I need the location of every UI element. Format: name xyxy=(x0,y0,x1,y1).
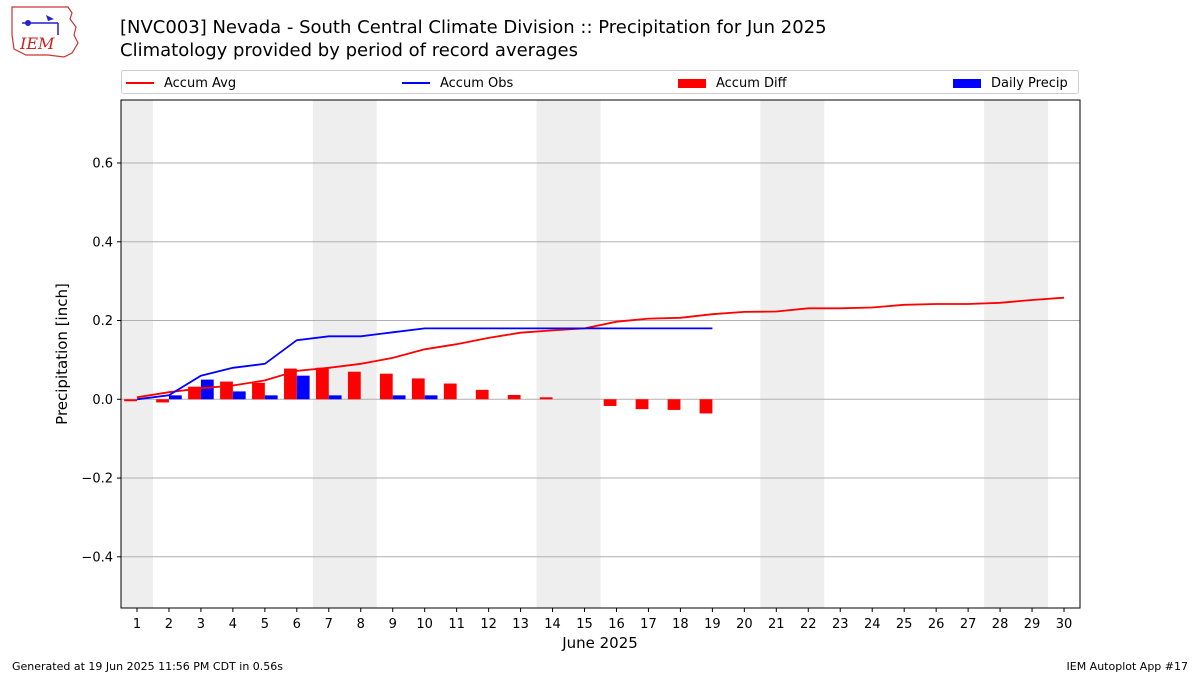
x-tick-label: 5 xyxy=(261,617,269,632)
iem-logo-text: IEM xyxy=(19,34,55,53)
accum-diff-bar xyxy=(315,367,329,400)
accum-diff-bar xyxy=(507,394,521,400)
x-tick-label: 25 xyxy=(896,617,913,632)
accum-diff-bar xyxy=(252,382,265,400)
x-tick-label: 10 xyxy=(416,617,433,632)
x-tick-label: 16 xyxy=(608,617,625,632)
accum-diff-bar xyxy=(635,399,649,410)
accum-diff-bar xyxy=(475,389,489,400)
daily-precip-bar xyxy=(296,375,310,400)
x-tick-label: 19 xyxy=(704,617,721,632)
chart-subtitle: Climatology provided by period of record… xyxy=(120,40,578,61)
accum-diff-bar xyxy=(188,386,201,400)
accum-diff-bar xyxy=(124,399,137,402)
x-tick-label: 26 xyxy=(928,617,945,632)
app-credit: IEM Autoplot App #17 xyxy=(1066,660,1189,673)
x-tick-label: 28 xyxy=(992,617,1009,632)
x-tick-label: 30 xyxy=(1056,617,1073,632)
x-tick-label: 18 xyxy=(672,617,689,632)
accum-diff-bar xyxy=(379,373,393,400)
x-tick-label: 8 xyxy=(357,617,365,632)
y-tick-label: −0.4 xyxy=(81,550,113,565)
axes-layer: 1 2 3 4 5 6 7 8 9 10 11 12 13 14 15 16 17 18 19 20 21 22 23 24 2… xyxy=(81,99,1081,632)
legend-label-accum-diff: Accum Diff xyxy=(716,75,787,91)
daily-precip-bar xyxy=(264,395,278,400)
daily-precip-bar xyxy=(424,395,438,400)
legend-item-daily-precip: Daily Precip xyxy=(953,74,1068,92)
bars-layer xyxy=(124,367,713,414)
legend-swatch-accum-avg xyxy=(126,82,154,84)
accum-diff-bar xyxy=(347,371,361,400)
daily-precip-bar xyxy=(392,395,406,400)
y-axis-label: Precipitation [inch] xyxy=(53,283,71,425)
x-tick-label: 3 xyxy=(197,617,205,632)
x-tick-label: 24 xyxy=(864,617,881,632)
legend-swatch-daily-precip xyxy=(953,78,981,88)
x-tick-label: 4 xyxy=(229,617,237,632)
accum-obs-line xyxy=(136,327,713,401)
accum-diff-bar xyxy=(156,399,169,403)
legend-item-accum-avg: Accum Avg xyxy=(126,74,236,92)
gridlines-layer xyxy=(121,162,1080,558)
lines-layer xyxy=(136,296,1065,401)
legend-label-accum-avg: Accum Avg xyxy=(164,75,237,91)
accum-diff-bar xyxy=(539,397,553,400)
legend: Accum Avg Accum Obs Accum Diff Daily Pre… xyxy=(121,70,1079,94)
y-tick-label: 0.6 xyxy=(92,157,113,172)
iem-logo: IEM xyxy=(11,6,79,58)
x-tick-label: 29 xyxy=(1024,617,1041,632)
x-tick-label: 11 xyxy=(448,617,465,632)
weekend-band xyxy=(984,100,1049,608)
weekend-band xyxy=(536,100,601,608)
legend-swatch-accum-obs xyxy=(402,82,430,84)
x-tick-label: 9 xyxy=(389,617,397,632)
legend-item-accum-obs: Accum Obs xyxy=(402,74,513,92)
x-tick-label: 6 xyxy=(293,617,301,632)
x-tick-label: 27 xyxy=(960,617,977,632)
x-tick-label: 2 xyxy=(165,617,173,632)
legend-item-accum-diff: Accum Diff xyxy=(678,74,787,92)
y-tick-label: −0.2 xyxy=(81,472,113,487)
x-tick-label: 14 xyxy=(544,617,561,632)
x-axis-label: June 2025 xyxy=(562,634,638,652)
accum-diff-bar xyxy=(284,368,297,400)
daily-precip-bar xyxy=(200,379,214,400)
accum-avg-line xyxy=(136,296,1065,399)
legend-swatch-accum-diff xyxy=(678,78,706,88)
daily-precip-bar xyxy=(328,395,342,400)
weekend-band xyxy=(121,100,153,608)
x-tick-label: 23 xyxy=(832,617,849,632)
plot-background-layer xyxy=(121,100,1049,608)
accum-diff-bar xyxy=(411,378,425,400)
x-tick-label: 13 xyxy=(512,617,529,632)
x-tick-label: 15 xyxy=(576,617,593,632)
x-tick-label: 7 xyxy=(325,617,333,632)
chart-title: [NVC003] Nevada - South Central Climate … xyxy=(120,17,827,38)
y-tick-label: 0.2 xyxy=(92,314,113,329)
accum-diff-bar xyxy=(667,399,681,410)
legend-label-daily-precip: Daily Precip xyxy=(991,75,1068,91)
daily-precip-bar xyxy=(168,395,182,400)
x-tick-label: 21 xyxy=(768,617,785,632)
accum-diff-bar xyxy=(699,399,713,414)
weekend-band xyxy=(312,100,377,608)
y-tick-label: 0.0 xyxy=(92,393,113,408)
daily-precip-bar xyxy=(232,391,246,400)
x-tick-label: 22 xyxy=(800,617,817,632)
legend-label-accum-obs: Accum Obs xyxy=(440,75,514,91)
x-tick-label: 1 xyxy=(133,617,141,632)
generated-timestamp: Generated at 19 Jun 2025 11:56 PM CDT in… xyxy=(12,660,284,673)
x-tick-label: 17 xyxy=(640,617,657,632)
x-tick-label: 12 xyxy=(480,617,497,632)
weekend-band xyxy=(760,100,825,608)
accum-diff-bar xyxy=(443,383,457,400)
x-tick-label: 20 xyxy=(736,617,753,632)
plot-frame xyxy=(120,99,1081,609)
y-tick-label: 0.4 xyxy=(92,235,113,250)
accum-diff-bar xyxy=(603,399,617,406)
accum-diff-bar xyxy=(220,381,233,400)
